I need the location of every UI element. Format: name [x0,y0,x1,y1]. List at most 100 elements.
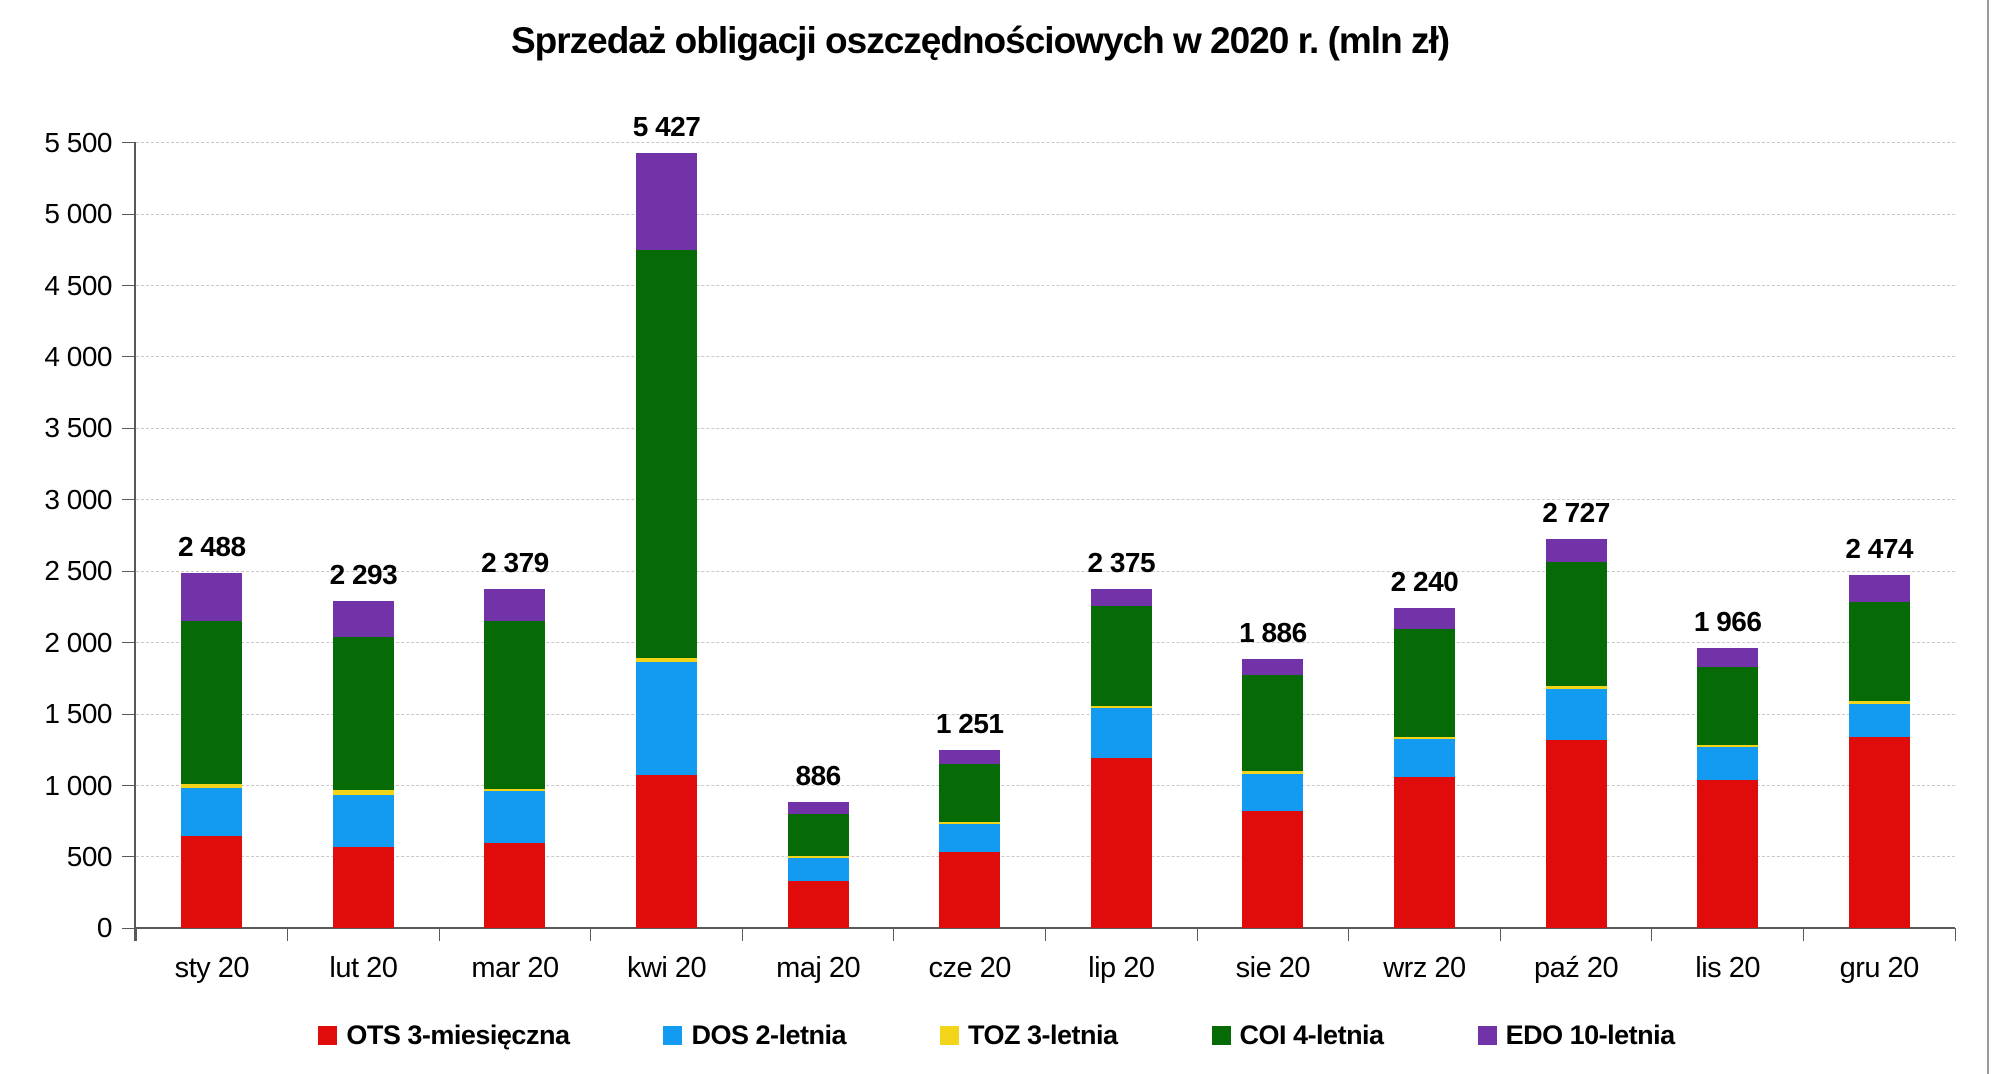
gridline [136,713,1955,715]
bar-segment-edo [1545,538,1607,562]
gridline [136,785,1955,787]
legend-item-edo: EDO 10-letnia [1477,1020,1676,1051]
x-tick-label: maj 20 [776,952,861,984]
bar-segment-coi [1242,674,1304,771]
bar-segment-dos [1848,703,1910,737]
y-tick [122,142,136,144]
bar-segment-toz [181,784,243,789]
legend-item-ots: OTS 3-miesięczna [318,1020,570,1051]
x-tick [893,928,895,942]
bar-segment-edo [787,801,849,814]
legend-swatch-icon [1477,1026,1497,1045]
bar-segment-toz [1242,770,1304,774]
y-tick [122,642,136,644]
gridline [136,499,1955,501]
bar-segment-dos [1393,738,1455,778]
legend-label: TOZ 3-letnia [968,1020,1118,1050]
bar-segment-coi [181,620,243,785]
y-tick [122,713,136,715]
bar-value-label: 886 [795,759,842,791]
legend-swatch-icon [663,1026,683,1045]
bar-value-label: 1 966 [1693,605,1762,637]
y-tick-label: 0 [96,912,113,944]
gridline [136,356,1955,358]
bar-value-label: 5 427 [632,111,701,143]
x-tick [1196,928,1198,942]
bar-segment-ots [332,846,394,929]
x-tick [287,928,289,942]
bar-segment-coi [1545,561,1607,686]
gridline [136,570,1955,572]
gridline [136,856,1955,858]
x-tick [135,928,137,942]
bar-segment-ots [1848,736,1910,929]
x-tick-label: cze 20 [928,952,1011,984]
x-tick [1348,928,1350,942]
x-tick [1045,928,1046,942]
x-tick-label: gru 20 [1839,952,1920,984]
bar-segment-ots [1090,758,1152,929]
x-tick-label: wrz 20 [1383,952,1466,984]
gridline [136,213,1955,215]
chart-title: Sprzedaż obligacji oszczędnościowych w 2… [510,20,1450,61]
y-tick [122,785,136,787]
bar-segment-edo [1242,658,1304,675]
legend-label: DOS 2-letnia [691,1020,847,1050]
x-tick-label: kwi 20 [626,952,707,984]
x-tick [590,928,592,942]
y-tick-label: 500 [66,840,113,872]
bar-segment-coi [787,813,849,857]
x-tick-label: lip 20 [1088,952,1155,984]
bar-segment-toz [332,789,394,795]
x-tick-label: sty 20 [174,952,250,984]
bar-segment-coi [939,763,1001,822]
bar-segment-ots [1393,777,1455,929]
bar-segment-edo [939,749,1001,764]
bar-segment-edo [636,153,698,250]
bar-segment-toz [787,856,849,859]
bar-segment-dos [1697,747,1759,780]
bar-segment-coi [636,249,698,658]
x-tick [1651,928,1653,942]
x-tick-label: paź 20 [1534,952,1619,984]
gridline [136,142,1955,144]
bar-segment-coi [332,636,394,790]
bar-segment-ots [484,842,546,929]
bar-segment-toz [939,821,1001,824]
y-tick-label: 1 000 [44,769,112,801]
y-tick [122,499,136,501]
bar-segment-edo [1393,608,1455,629]
bar-segment-toz [1393,736,1455,739]
bar-segment-toz [1697,744,1759,748]
bar-segment-ots [1697,779,1759,929]
bar-value-label: 1 251 [935,707,1004,739]
bar-segment-edo [181,572,243,621]
bar-segment-ots [1242,811,1304,929]
bar-segment-ots [939,851,1001,929]
legend-label: EDO 10-letnia [1505,1020,1676,1050]
legend-swatch-icon [940,1026,960,1045]
gridline [136,285,1955,287]
x-tick [1499,928,1501,942]
bar-value-label: 2 474 [1845,532,1913,564]
x-tick [438,928,440,942]
bar-segment-dos [636,661,698,776]
bar-segment-ots [636,775,698,929]
bar-segment-ots [787,881,849,929]
y-tick-label: 5 000 [44,198,112,230]
legend-item-toz: TOZ 3-letnia [940,1020,1118,1051]
y-tick-label: 4 500 [44,269,112,301]
legend: OTS 3-miesięczna DOS 2-letnia TOZ 3-letnia… [0,1020,1993,1051]
bar-segment-coi [1393,628,1455,737]
bar-segment-dos [484,791,546,843]
bar-segment-edo [1090,589,1152,606]
bar-segment-edo [1697,647,1759,668]
bar-segment-toz [1545,685,1607,690]
bar-segment-dos [939,823,1001,852]
y-tick-label: 4 000 [44,340,112,372]
bar-segment-dos [1242,773,1304,812]
bar-segment-dos [1090,708,1152,759]
y-tick-label: 2 000 [44,626,112,658]
bar-value-label: 2 240 [1390,566,1459,598]
